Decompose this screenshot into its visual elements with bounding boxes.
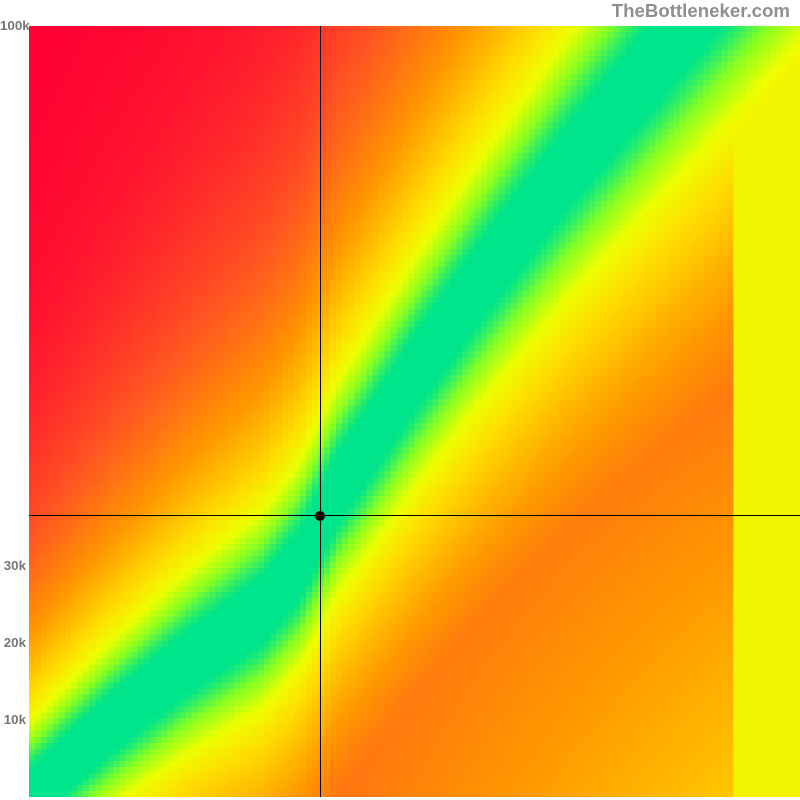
y-tick-label: 100k [0,18,26,33]
plot-area [29,26,800,797]
y-tick-label: 20k [0,635,26,650]
heatmap-canvas [29,26,800,797]
horizontal-axis-line [29,515,800,516]
vertical-axis-line [320,26,321,797]
chart-container: TheBottleneker.com 10k 20k 30k 100k [0,0,800,800]
y-tick-label: 30k [0,558,26,573]
attribution-text: TheBottleneker.com [612,0,790,22]
y-tick-label: 10k [0,712,26,727]
marker-dot [315,511,325,521]
